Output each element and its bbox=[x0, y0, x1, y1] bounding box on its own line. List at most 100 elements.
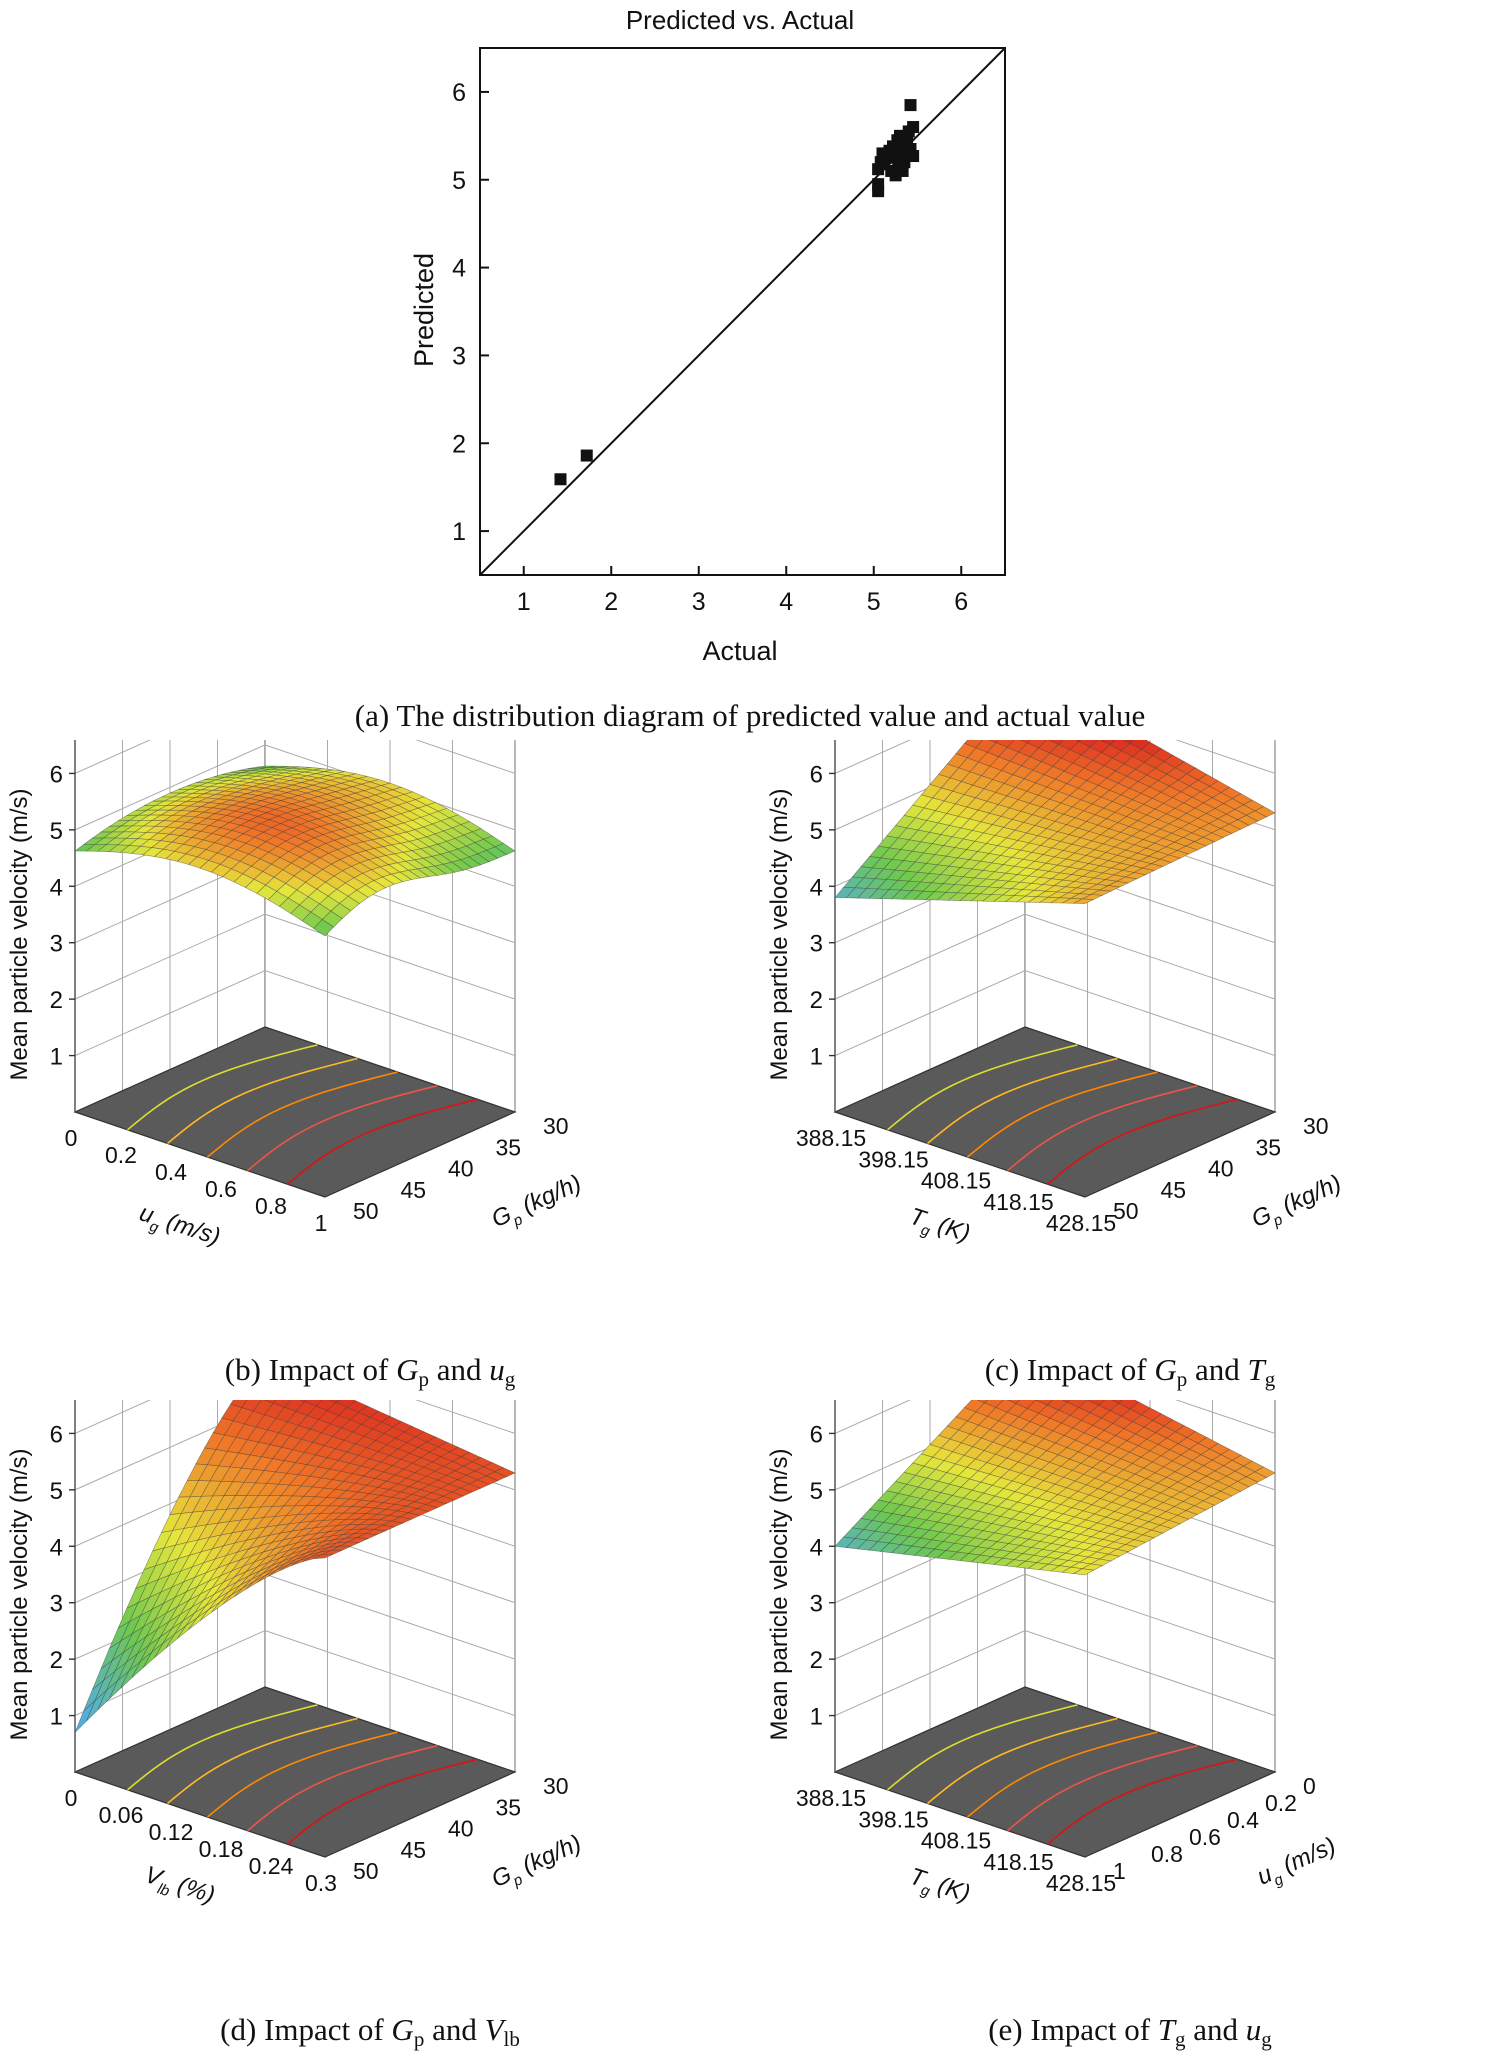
z-tick-label: 1 bbox=[810, 1704, 823, 1731]
z-tick-label: 4 bbox=[810, 1534, 823, 1561]
z-tick-label: 2 bbox=[50, 1647, 63, 1674]
x-tick-label: 0.3 bbox=[305, 1870, 337, 1896]
y-axis-label: Gp (kg/h) bbox=[488, 1170, 588, 1238]
z-tick-label: 5 bbox=[810, 818, 823, 845]
contour-line bbox=[286, 1098, 478, 1185]
y-tick-label: 40 bbox=[1208, 1156, 1234, 1182]
x-tick-label: 388.15 bbox=[796, 1125, 866, 1151]
z-tick-label: 4 bbox=[810, 874, 823, 901]
wall-gridline bbox=[834, 740, 1276, 774]
y-tick-label: 50 bbox=[353, 1858, 379, 1884]
x-tick-label: 0.06 bbox=[99, 1802, 144, 1828]
surface-cell bbox=[1072, 1568, 1095, 1576]
wall-gridline bbox=[74, 913, 516, 1000]
z-tick-label: 5 bbox=[810, 1478, 823, 1505]
surface-chart-c: 1234567Mean particle velocity (m/s)388.1… bbox=[766, 740, 1348, 1247]
z-axis-label: Mean particle velocity (m/s) bbox=[766, 788, 793, 1080]
z-tick-label: 3 bbox=[810, 1591, 823, 1618]
x-tick-label: 1 bbox=[315, 1210, 328, 1236]
z-tick-label: 6 bbox=[50, 1421, 63, 1448]
contour-line bbox=[206, 1731, 398, 1818]
y-tick-label: 40 bbox=[448, 1816, 474, 1842]
x-tick-label: 418.15 bbox=[983, 1189, 1053, 1215]
floor-plane bbox=[833, 1686, 1277, 1858]
y-tick-label: 45 bbox=[401, 1837, 427, 1863]
y-tick-label: 0.4 bbox=[1227, 1807, 1259, 1833]
floor-plane bbox=[833, 1026, 1277, 1198]
x-tick-label: 0.8 bbox=[255, 1193, 287, 1219]
y-tick-label: 30 bbox=[543, 1113, 569, 1139]
contour-line bbox=[246, 1744, 438, 1832]
contour-line bbox=[1006, 1084, 1198, 1172]
x-axis-label: Actual bbox=[702, 636, 777, 666]
contour-line bbox=[926, 1057, 1118, 1145]
contour-line bbox=[166, 1057, 358, 1145]
x-tick-label: 4 bbox=[779, 588, 793, 616]
surface-mesh bbox=[74, 1400, 516, 1733]
contour-line bbox=[966, 1071, 1158, 1158]
z-tick-label: 6 bbox=[50, 761, 63, 788]
z-tick-label: 1 bbox=[50, 1044, 63, 1071]
x-tick-label: 0.24 bbox=[249, 1853, 294, 1879]
surface-cell bbox=[1123, 740, 1135, 744]
x-tick-label: 1 bbox=[517, 588, 531, 616]
y-axis-label: Gp (kg/h) bbox=[1248, 1170, 1348, 1238]
surface-chart-e: 1234567Mean particle velocity (m/s)388.1… bbox=[766, 1400, 1342, 1912]
data-point bbox=[907, 150, 920, 163]
z-axis-label: Mean particle velocity (m/s) bbox=[766, 1448, 793, 1740]
contour-floor bbox=[833, 1026, 1277, 1198]
y-tick-label: 45 bbox=[401, 1177, 427, 1203]
z-tick-label: 5 bbox=[50, 1478, 63, 1505]
z-tick-label: 3 bbox=[50, 931, 63, 958]
x-tick-label: 0.6 bbox=[205, 1176, 237, 1202]
y-tick-label: 2 bbox=[452, 430, 466, 458]
z-tick-label: 3 bbox=[50, 1591, 63, 1618]
contour-line bbox=[926, 1717, 1118, 1805]
wall-gridline bbox=[834, 1573, 1276, 1660]
x-axis-label: Tg (K) bbox=[905, 1863, 974, 1912]
caption-c: (c) Impact of Gp and Tg bbox=[984, 1352, 1276, 1391]
contour-line bbox=[1046, 1098, 1238, 1185]
caption-e: (e) Impact of Tg and ug bbox=[988, 2012, 1272, 2051]
y-axis-label: Predicted bbox=[409, 253, 439, 367]
surface-cell bbox=[1073, 898, 1094, 904]
x-tick-label: 5 bbox=[867, 588, 881, 616]
surface-chart-d: 1234567Mean particle velocity (m/s)00.06… bbox=[6, 1400, 585, 1909]
y-tick-label: 1 bbox=[452, 518, 466, 546]
y-tick-label: 35 bbox=[496, 1134, 522, 1160]
wall-gridline bbox=[834, 1630, 1276, 1717]
wall-gridline bbox=[74, 740, 516, 774]
y-tick-label: 50 bbox=[1113, 1198, 1139, 1224]
x-tick-label: 0 bbox=[65, 1785, 78, 1811]
wall-gridline bbox=[834, 913, 1276, 1000]
z-tick-label: 2 bbox=[810, 987, 823, 1014]
contour-line bbox=[1046, 1758, 1238, 1845]
x-tick-label: 0.4 bbox=[155, 1159, 187, 1185]
contour-line bbox=[966, 1731, 1158, 1818]
y-tick-label: 35 bbox=[1256, 1134, 1282, 1160]
scatter-chart: Predicted vs. Actual 1 2 3 4 5 6 1 2 3 4 5 6 Actual… bbox=[409, 5, 1006, 666]
z-tick-label: 6 bbox=[810, 761, 823, 788]
surface-mesh bbox=[74, 765, 516, 937]
contour-line bbox=[126, 1704, 318, 1791]
contour-line bbox=[1006, 1744, 1198, 1832]
x-tick-label: 0.12 bbox=[149, 1819, 194, 1845]
z-tick-label: 4 bbox=[50, 1534, 63, 1561]
x-tick-label: 428.15 bbox=[1046, 1870, 1116, 1896]
y-tick-label: 30 bbox=[543, 1773, 569, 1799]
y-tick-label: 4 bbox=[452, 255, 466, 283]
z-axis-label: Mean particle velocity (m/s) bbox=[6, 788, 33, 1080]
y-tick-label: 1 bbox=[1113, 1858, 1126, 1884]
z-tick-label: 2 bbox=[810, 1647, 823, 1674]
y-tick-label: 45 bbox=[1161, 1177, 1187, 1203]
y-tick-label: 0.6 bbox=[1189, 1824, 1221, 1850]
x-tick-label: 428.15 bbox=[1046, 1210, 1116, 1236]
x-tick-label: 0 bbox=[65, 1125, 78, 1151]
z-tick-label: 6 bbox=[810, 1421, 823, 1448]
surface-mesh bbox=[834, 1400, 1276, 1576]
y-axis-label: ug (m/s) bbox=[1253, 1832, 1342, 1895]
z-tick-label: 1 bbox=[50, 1704, 63, 1731]
x-tick-label: 408.15 bbox=[921, 1828, 991, 1854]
contour-line bbox=[246, 1084, 438, 1172]
z-tick-label: 5 bbox=[50, 818, 63, 845]
